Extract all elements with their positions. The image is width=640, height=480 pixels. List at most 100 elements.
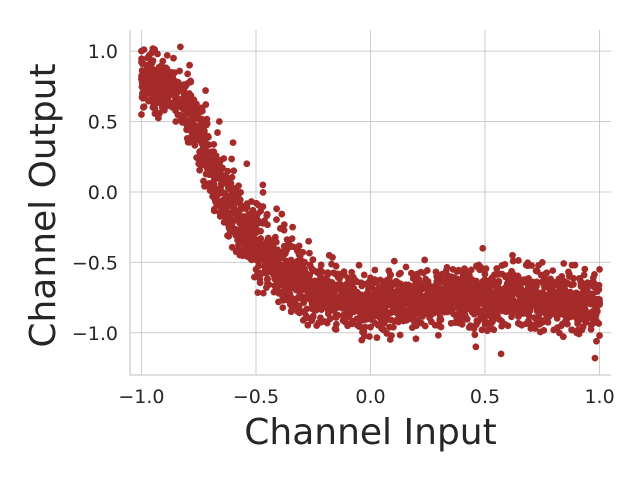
data-point [210,151,218,159]
data-point [293,247,301,255]
data-point [273,216,280,224]
data-point [252,265,260,273]
data-point [445,273,453,280]
data-point [361,309,369,317]
data-point [161,101,169,108]
data-point [176,67,183,75]
data-point [204,132,212,140]
data-point [275,263,283,270]
data-point [469,302,476,310]
data-point [269,245,277,253]
data-point [434,287,442,295]
data-point [558,288,565,295]
data-point [344,322,351,330]
data-point [338,288,345,296]
data-point [528,301,536,309]
data-point [138,47,145,55]
x-axis-label: Channel Input [244,412,496,453]
data-point [286,301,294,308]
x-tick-label: 0.0 [355,386,385,408]
data-point [502,307,510,314]
data-point [356,306,364,314]
data-point [564,320,571,328]
data-point [496,304,504,312]
data-point [496,316,504,323]
data-point [252,237,260,245]
data-point [284,286,291,294]
data-point [443,264,451,271]
data-point [139,89,147,97]
data-point [292,282,300,290]
data-point [509,251,516,259]
data-point [344,296,351,304]
data-point [418,309,426,317]
data-point [334,311,342,319]
data-point [580,271,588,279]
data-point [409,308,416,316]
data-point [229,208,237,216]
data-point [240,235,247,243]
data-point [276,275,284,283]
data-point [298,281,306,289]
data-point [397,286,405,294]
data-point [527,325,535,332]
data-point [494,284,502,291]
data-point [279,304,287,312]
data-point [138,111,145,118]
data-point [234,216,242,224]
data-point [365,333,373,340]
data-point [394,310,402,318]
data-point [493,265,501,272]
data-point [259,219,267,227]
data-point [417,268,425,276]
data-point [148,70,155,78]
data-point [193,154,200,162]
y-tick-label: −1.0 [72,323,118,345]
data-point [321,318,329,325]
data-point [296,271,304,278]
data-point [568,261,576,269]
data-point [168,72,176,80]
data-point [334,283,341,291]
data-point [592,306,600,314]
data-point [523,280,531,288]
data-point [497,298,505,305]
data-point [288,235,296,243]
data-point [432,308,440,315]
data-point [198,107,206,115]
data-point [373,288,381,296]
data-point [332,326,340,333]
data-point [169,79,177,87]
data-point [278,210,286,218]
data-point [193,114,201,122]
data-point [550,296,558,304]
data-point [138,83,146,91]
data-point [325,251,333,259]
data-point [254,289,262,296]
x-tick-label: 1.0 [584,386,614,408]
data-point [270,257,278,265]
data-point [235,182,242,190]
data-point [426,314,433,322]
data-point [184,70,192,78]
data-point [264,235,272,243]
data-point [372,301,380,309]
data-point [372,296,380,304]
data-point [195,160,203,168]
data-point [428,302,435,310]
data-point [149,104,157,111]
data-point [324,269,332,277]
data-point [435,322,443,330]
data-point [316,304,324,312]
data-point [509,257,517,265]
data-point [284,292,292,299]
data-point [516,281,524,288]
data-point [404,284,411,292]
data-point [493,291,500,299]
data-point [177,112,185,120]
data-point [380,319,388,327]
data-point [404,313,412,321]
data-point [573,329,581,337]
data-point [229,227,237,235]
